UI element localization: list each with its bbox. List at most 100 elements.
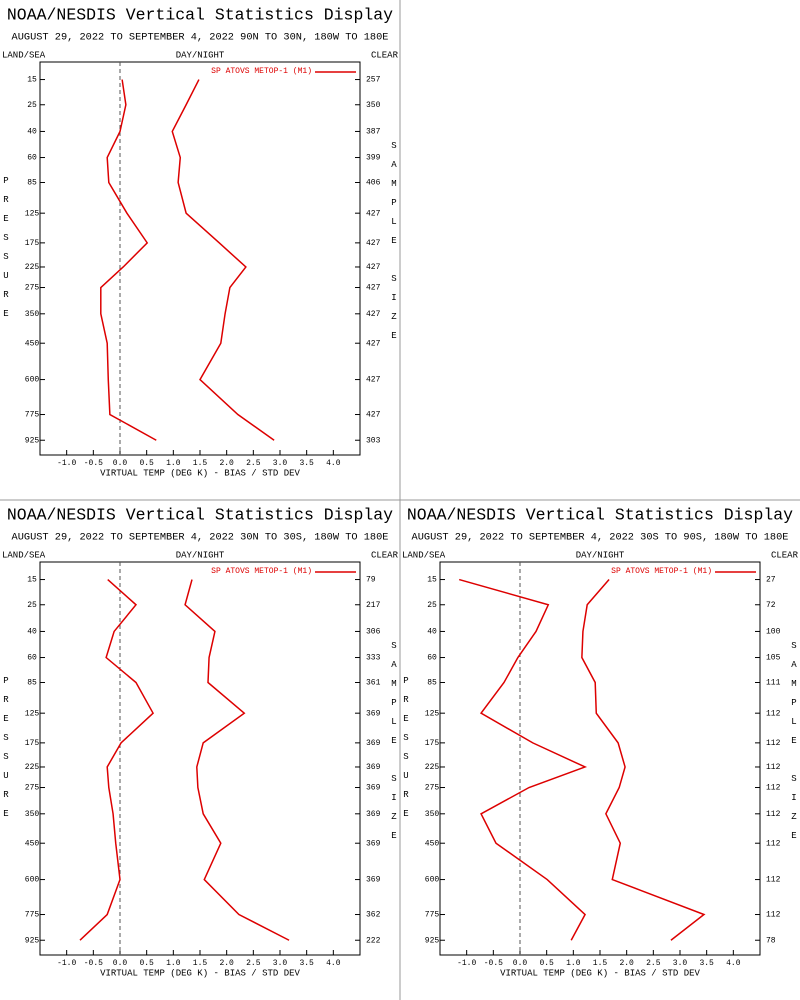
y-tick-label: 600	[25, 376, 40, 385]
legend-label: SP ATOVS METOP-1 (M1)	[211, 567, 312, 576]
y-tick-label: 60	[27, 654, 37, 663]
x-tick-label: 3.0	[273, 459, 288, 468]
day-night-label: DAY/NIGHT	[576, 550, 625, 560]
sample-size: 27	[766, 576, 776, 585]
panel: NOAA/NESDIS Vertical Statistics Display A…	[1, 505, 399, 978]
y-axis-label: PRESSURE	[401, 676, 411, 828]
legend-label: SP ATOVS METOP-1 (M1)	[611, 567, 712, 576]
y2-axis-label: SAMPLE SIZE	[389, 141, 399, 350]
y-tick-label: 40	[427, 628, 437, 637]
x-tick-label: 1.5	[193, 459, 208, 468]
sample-size: 112	[766, 709, 781, 718]
sample-size: 427	[366, 263, 381, 272]
sample-size: 111	[766, 679, 781, 688]
sample-size: 112	[766, 876, 781, 885]
y-tick-label: 125	[25, 209, 40, 218]
x-tick-label: -0.5	[484, 959, 503, 968]
sample-size: 112	[766, 784, 781, 793]
chart-title: NOAA/NESDIS Vertical Statistics Display	[407, 505, 793, 524]
x-tick-label: 0.0	[113, 459, 128, 468]
land-sea-label: LAND/SEA	[2, 550, 46, 560]
x-tick-label: 0.0	[113, 959, 128, 968]
x-tick-label: 3.5	[699, 959, 714, 968]
sample-size: 369	[366, 876, 381, 885]
y-tick-label: 25	[27, 601, 37, 610]
sample-size: 222	[366, 936, 381, 945]
chart-title: NOAA/NESDIS Vertical Statistics Display	[7, 5, 393, 24]
sample-size: 427	[366, 411, 381, 420]
x-tick-label: 4.0	[326, 459, 341, 468]
clear-label: CLEAR	[371, 50, 399, 60]
sample-size: 369	[366, 763, 381, 772]
land-sea-label: LAND/SEA	[2, 50, 46, 60]
x-tick-label: 2.0	[619, 959, 634, 968]
x-tick-label: 2.0	[219, 959, 234, 968]
land-sea-label: LAND/SEA	[402, 550, 446, 560]
x-tick-label: 2.0	[219, 459, 234, 468]
x-tick-label: -0.5	[84, 959, 103, 968]
sample-size: 369	[366, 810, 381, 819]
day-night-label: DAY/NIGHT	[176, 50, 225, 60]
chart-subtitle: AUGUST 29, 2022 TO SEPTEMBER 4, 2022 30S…	[412, 532, 789, 544]
sample-size: 369	[366, 709, 381, 718]
y-tick-label: 775	[425, 911, 440, 920]
sample-size: 362	[366, 911, 381, 920]
sample-size: 112	[766, 839, 781, 848]
sample-size: 257	[366, 76, 381, 85]
x-tick-label: 2.5	[246, 459, 261, 468]
y-tick-label: 275	[425, 784, 440, 793]
x-tick-label: 2.5	[646, 959, 661, 968]
y-tick-label: 15	[427, 576, 437, 585]
y-tick-label: 350	[425, 810, 440, 819]
sample-size: 333	[366, 654, 381, 663]
sample-size: 79	[366, 576, 376, 585]
x-tick-label: 1.0	[566, 959, 581, 968]
x-tick-label: -1.0	[457, 959, 476, 968]
y-tick-label: 350	[25, 310, 40, 319]
x-axis-label: VIRTUAL TEMP (DEG K) - BIAS / STD DEV	[100, 468, 300, 478]
y-tick-label: 775	[25, 911, 40, 920]
y-tick-label: 925	[25, 436, 40, 445]
sample-size: 427	[366, 284, 381, 293]
x-tick-label: -0.5	[84, 459, 103, 468]
x-tick-label: 4.0	[726, 959, 741, 968]
y-tick-label: 600	[25, 876, 40, 885]
y-tick-label: 350	[25, 810, 40, 819]
y-tick-label: 175	[425, 739, 440, 748]
sample-size: 361	[366, 679, 381, 688]
y-tick-label: 225	[25, 763, 40, 772]
y-axis-label: PRESSURE	[1, 676, 11, 828]
sample-size: 306	[366, 628, 381, 637]
legend-label: SP ATOVS METOP-1 (M1)	[211, 67, 312, 76]
x-tick-label: -1.0	[57, 959, 76, 968]
sample-size: 217	[366, 601, 381, 610]
y-tick-label: 775	[25, 411, 40, 420]
y-tick-label: 25	[427, 601, 437, 610]
sample-size: 427	[366, 339, 381, 348]
y-tick-label: 450	[25, 839, 40, 848]
panel: NOAA/NESDIS Vertical Statistics Display A…	[1, 5, 399, 478]
sample-size: 72	[766, 601, 776, 610]
y-tick-label: 225	[25, 263, 40, 272]
x-axis-label: VIRTUAL TEMP (DEG K) - BIAS / STD DEV	[500, 968, 700, 978]
sample-size: 350	[366, 101, 381, 110]
sample-size: 406	[366, 179, 381, 188]
y-tick-label: 125	[25, 709, 40, 718]
clear-label: CLEAR	[371, 550, 399, 560]
sample-size: 427	[366, 310, 381, 319]
y-tick-label: 275	[25, 284, 40, 293]
y-tick-label: 450	[425, 839, 440, 848]
x-tick-label: 0.0	[513, 959, 528, 968]
sample-size: 112	[766, 911, 781, 920]
series-line	[100, 79, 157, 441]
chart-subtitle: AUGUST 29, 2022 TO SEPTEMBER 4, 2022 30N…	[12, 532, 389, 544]
clear-label: CLEAR	[771, 550, 799, 560]
series-line	[171, 79, 275, 441]
x-tick-label: 0.5	[539, 959, 554, 968]
sample-size: 112	[766, 739, 781, 748]
sample-size: 78	[766, 936, 776, 945]
sample-size: 369	[366, 739, 381, 748]
series-line	[581, 579, 706, 941]
y-tick-label: 85	[27, 679, 37, 688]
sample-size: 112	[766, 810, 781, 819]
